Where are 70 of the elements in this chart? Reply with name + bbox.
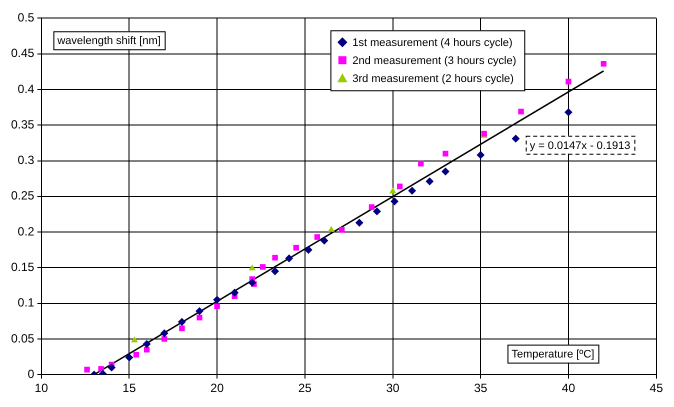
- point: [162, 336, 168, 342]
- point: [84, 366, 90, 372]
- point: [142, 340, 151, 348]
- point: [390, 197, 399, 206]
- point: [566, 78, 572, 84]
- legend-label: 2nd measurement (3 hours cycle): [352, 55, 516, 68]
- point: [248, 264, 256, 270]
- point: [293, 244, 299, 251]
- point: [285, 254, 294, 262]
- y-tick-label: 0.5: [18, 10, 35, 25]
- point: [179, 325, 185, 332]
- y-tick-label: 0.05: [10, 331, 35, 346]
- point: [564, 108, 572, 116]
- point: [518, 108, 524, 114]
- point: [230, 288, 239, 297]
- point: [355, 218, 364, 227]
- point: [368, 204, 375, 210]
- point: [133, 352, 140, 358]
- legend-label: 1st measurement (4 hours cycle): [352, 37, 513, 50]
- y-axis-title: wavelength shift [nm]: [56, 35, 161, 48]
- point: [144, 346, 150, 352]
- y-tick-label: 0.2: [18, 224, 35, 238]
- y-tick-label: 0.3: [18, 153, 35, 168]
- x-tick-label: 15: [122, 381, 136, 396]
- point: [408, 186, 416, 195]
- y-tick-label: 0.4: [18, 82, 35, 96]
- y-tick-label: 0.25: [10, 188, 35, 203]
- point: [476, 151, 485, 160]
- x-tick-label: 45: [650, 381, 664, 396]
- point: [108, 363, 116, 372]
- point: [271, 267, 280, 276]
- point: [213, 296, 222, 304]
- x-axis-title: Temperature [ºC]: [511, 348, 594, 361]
- point: [196, 314, 202, 320]
- point: [328, 226, 335, 232]
- point: [338, 227, 345, 233]
- point: [320, 236, 328, 245]
- point: [389, 187, 396, 194]
- point: [248, 278, 256, 287]
- point: [441, 167, 450, 176]
- point: [304, 246, 312, 254]
- y-tick-label: 0.35: [10, 117, 35, 132]
- point: [442, 150, 448, 156]
- x-tick-label: 30: [386, 381, 400, 396]
- point: [314, 234, 320, 240]
- point: [272, 254, 278, 261]
- annotation: y = 0.0147x - 0.1913: [530, 140, 630, 152]
- x-tick-label: 35: [474, 381, 488, 396]
- point: [125, 353, 134, 362]
- point: [396, 184, 403, 190]
- x-tick-label: 20: [210, 381, 224, 396]
- y-tick-label: 0.15: [10, 260, 35, 274]
- point: [178, 318, 186, 326]
- x-tick-label: 25: [298, 381, 312, 396]
- point: [195, 307, 204, 316]
- y-tick-label: 0.45: [10, 46, 35, 60]
- y-tick-label: 0.1: [18, 296, 35, 310]
- point: [160, 329, 168, 338]
- point: [372, 207, 381, 216]
- point: [418, 160, 424, 166]
- point: [260, 264, 266, 270]
- point: [214, 303, 220, 309]
- y-tick-label: 0: [28, 366, 35, 381]
- x-tick-label: 10: [34, 381, 48, 396]
- point: [512, 134, 520, 143]
- x-tick-label: 40: [562, 381, 576, 396]
- point: [600, 60, 606, 67]
- point: [426, 177, 434, 186]
- legend-label: 3rd measurement (2 hours cycle): [352, 73, 514, 86]
- point: [131, 336, 138, 342]
